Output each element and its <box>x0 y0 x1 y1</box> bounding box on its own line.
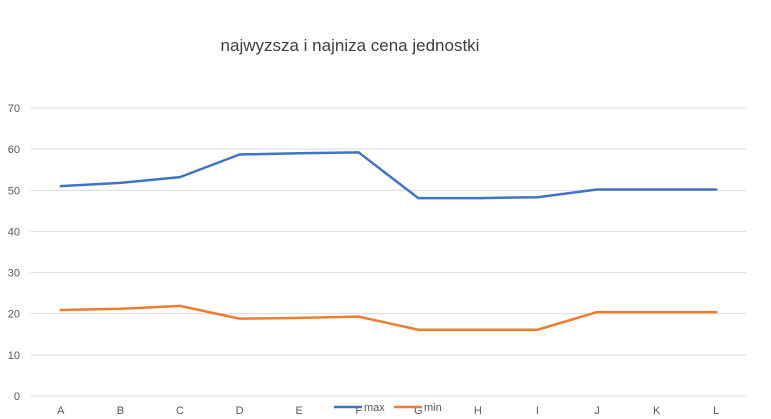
y-tick-label: 30 <box>8 268 20 280</box>
x-tick-label: B <box>117 405 124 417</box>
y-tick-label: 50 <box>8 185 20 197</box>
x-tick-label: L <box>713 405 719 417</box>
y-tick-label: 0 <box>14 391 20 403</box>
x-tick-label: A <box>57 405 65 417</box>
x-tick-label: D <box>236 405 244 417</box>
x-tick-label: J <box>594 405 600 417</box>
legend-label-max: max <box>364 402 385 414</box>
legend-label-min: min <box>424 402 442 414</box>
x-tick-label: C <box>176 405 184 417</box>
x-tick-label: I <box>536 405 539 417</box>
x-tick-label: E <box>295 405 302 417</box>
chart-title: najwyzsza i najniza cena jednostki <box>220 36 480 55</box>
x-tick-label: G <box>414 405 423 417</box>
series-line-max <box>59 151 718 200</box>
y-tick-label: 20 <box>8 309 20 321</box>
y-tick-label: 10 <box>8 350 20 362</box>
y-tick-label: 40 <box>8 226 20 238</box>
x-tick-label: F <box>355 405 362 417</box>
x-tick-label: K <box>653 405 661 417</box>
y-tick-label: 70 <box>8 103 20 115</box>
y-tick-label: 60 <box>8 144 20 156</box>
x-tick-label: H <box>474 405 482 417</box>
series-line-min <box>59 304 718 332</box>
